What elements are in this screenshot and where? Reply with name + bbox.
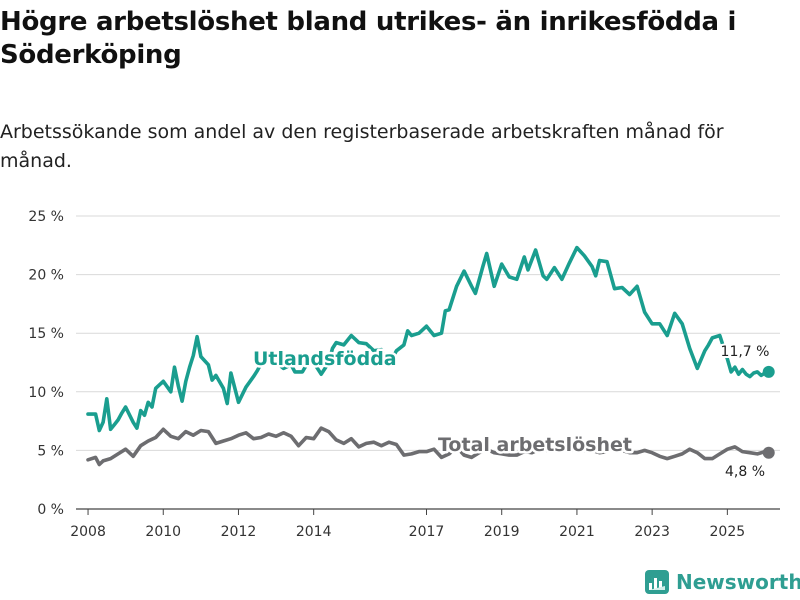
- total-unemployment-end-dot: [762, 446, 775, 459]
- chart-subtitle: Arbetssökande som andel av den registerb…: [0, 121, 724, 172]
- y-tick-label: 5 %: [37, 443, 64, 459]
- x-axis: 2008 2010 2012 2014 2017 2019 2021 2023 2025: [70, 509, 745, 540]
- foreign-born-end-dot: [762, 365, 775, 378]
- total-unemployment-series-label: Total arbetslöshet: [438, 434, 632, 456]
- x-tick-label: 2012: [221, 524, 257, 540]
- gridlines: [76, 215, 780, 510]
- page-title: Högre arbetslöshet bland utrikes- än inr…: [0, 7, 737, 70]
- foreign-born-line: [86, 245, 771, 433]
- series-labels: Utlandsfödda 11,7 % Total arbetslöshet 4,8 …: [251, 342, 772, 482]
- y-tick-label: 20 %: [28, 268, 64, 284]
- foreign-born-series-label: Utlandsfödda: [253, 348, 397, 370]
- x-tick-label: 2008: [70, 524, 106, 540]
- x-tick-label: 2025: [710, 524, 746, 540]
- x-tick-label: 2017: [409, 524, 445, 540]
- brand-name: Newsworthy: [676, 570, 800, 594]
- x-tick-label: 2014: [296, 524, 332, 540]
- x-tick-label: 2021: [559, 524, 595, 540]
- series-layer: [86, 245, 775, 467]
- foreign-born-end-label: 11,7 %: [721, 344, 770, 360]
- x-tick-label: 2023: [634, 524, 670, 540]
- y-tick-label: 15 %: [28, 326, 64, 342]
- y-tick-label: 0 %: [37, 502, 64, 518]
- x-tick-label: 2019: [484, 524, 520, 540]
- y-axis: 0 % 5 % 10 % 15 % 20 % 25 %: [28, 209, 64, 518]
- newsworthy-logo-icon: [645, 570, 669, 594]
- x-tick-label: 2010: [145, 524, 181, 540]
- total-unemployment-end-label: 4,8 %: [725, 464, 765, 480]
- total-unemployment-line: [86, 426, 771, 467]
- y-tick-label: 25 %: [28, 209, 64, 225]
- brand-logo: Newsworthy: [645, 570, 800, 594]
- y-tick-label: 10 %: [28, 385, 64, 401]
